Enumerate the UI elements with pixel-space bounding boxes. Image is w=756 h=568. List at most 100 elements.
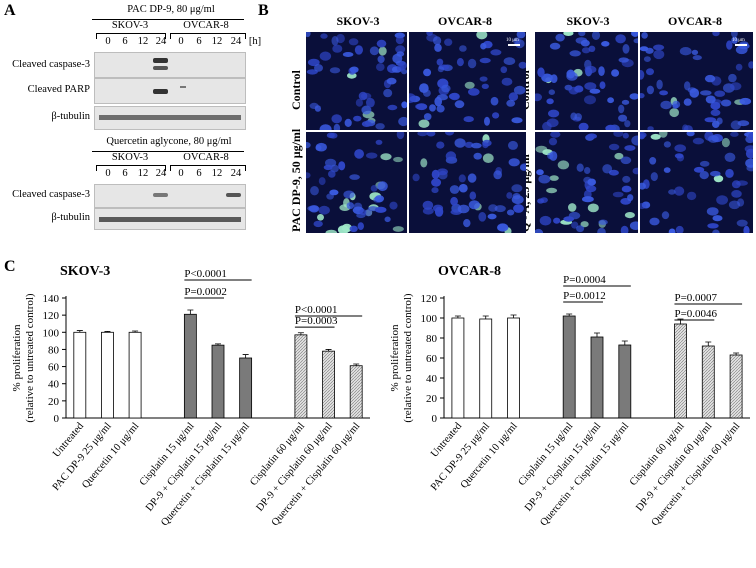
b-left-col2: OVCAR-8 [438, 14, 492, 28]
bright-nucleus [380, 153, 392, 161]
error-bar [454, 315, 461, 318]
blot2-bracket-2 [170, 165, 246, 171]
nucleus [539, 215, 552, 226]
nucleus [668, 228, 676, 233]
nucleus [710, 109, 721, 116]
nucleus [621, 185, 632, 193]
nucleus [436, 58, 444, 66]
y-axis-label: % proliferation [389, 324, 401, 391]
nucleus [422, 207, 434, 215]
nucleus [508, 158, 520, 167]
y-tick-label: 100 [43, 327, 60, 339]
bar [322, 350, 335, 419]
nucleus [663, 141, 671, 148]
nucleus [578, 32, 586, 37]
nucleus [712, 229, 720, 233]
nucleus [383, 88, 393, 98]
chart-title: OVCAR-8 [438, 264, 501, 279]
nucleus [423, 89, 431, 97]
blot2-cell-line-2: OVCAR-8 [183, 152, 229, 163]
nucleus [318, 177, 326, 186]
chart-ovcar8: OVCAR-8 % proliferation (relative to untre… [389, 264, 750, 528]
error-bar [705, 341, 712, 346]
blot1-lane-0-b: 0 [178, 36, 184, 47]
bright-nucleus [325, 229, 338, 233]
nucleus [349, 66, 359, 73]
nucleus [731, 36, 738, 44]
y-tick-label: 120 [421, 293, 438, 305]
nucleus [398, 116, 407, 127]
nucleus [676, 154, 685, 162]
error-bar [510, 314, 517, 318]
nucleus [346, 202, 354, 210]
nucleus [730, 120, 742, 130]
blot1-lane-6-b: 6 [196, 36, 202, 47]
nucleus [745, 148, 753, 159]
nucleus [546, 98, 554, 105]
nucleus [675, 225, 684, 233]
b-left-scale-label: 10 μm [506, 38, 519, 43]
nucleus [376, 39, 387, 48]
bright-nucleus [624, 212, 635, 219]
nucleus [618, 104, 625, 114]
nucleus [646, 68, 654, 76]
nucleus [464, 141, 474, 148]
nucleus [586, 133, 597, 139]
panel-c-label: C [4, 258, 16, 275]
nucleus [366, 97, 375, 108]
y-tick-label: 60 [48, 362, 60, 374]
nucleus [641, 32, 648, 39]
error-bar [594, 332, 600, 337]
nucleus [361, 121, 372, 127]
nucleus [627, 194, 634, 202]
nucleus [377, 181, 388, 192]
nucleus [306, 141, 311, 149]
nucleus [323, 164, 333, 171]
nucleus [728, 73, 737, 83]
nucleus [369, 46, 379, 56]
nucleus [423, 68, 432, 77]
bar [349, 365, 363, 419]
nucleus [578, 122, 589, 130]
nucleus [584, 82, 597, 90]
p-value-label: P<0.0001 [184, 268, 227, 280]
bright-nucleus [393, 156, 403, 163]
blot1-caspase-strip [94, 52, 246, 78]
nucleus [584, 167, 591, 174]
blot2-lane-24-a: 24 [155, 168, 167, 179]
nucleus [471, 142, 482, 149]
nucleus [409, 93, 416, 104]
blot2-lane-0-a: 0 [105, 168, 111, 179]
b-left-row2: PAC DP-9, 50 μg/ml [289, 128, 303, 232]
nucleus [618, 57, 629, 63]
bar [451, 317, 465, 419]
nucleus [608, 169, 619, 176]
bright-nucleus [614, 152, 624, 160]
nucleus [492, 112, 500, 119]
blot2-caspase-strip [94, 184, 246, 208]
y-tick-label: 40 [48, 379, 60, 391]
nucleus [602, 164, 613, 174]
nucleus [315, 144, 322, 151]
nucleus [415, 103, 427, 110]
bright-nucleus [669, 108, 679, 118]
nucleus [342, 52, 354, 57]
y-axis-label-sub: (relative to untreated control) [402, 293, 414, 423]
nucleus [598, 219, 608, 225]
error-bar [104, 331, 111, 333]
micrograph-skov3-control-2 [535, 32, 638, 130]
nucleus [463, 219, 471, 228]
nucleus [412, 173, 420, 182]
nucleus [313, 220, 323, 228]
nucleus [467, 58, 477, 69]
nucleus [647, 126, 654, 130]
nucleus [366, 152, 378, 159]
nucleus [320, 33, 328, 39]
blot2-row-tubulin: β-tubulin [51, 212, 90, 223]
nucleus [354, 149, 364, 159]
nucleus [355, 98, 363, 107]
bright-nucleus [580, 221, 589, 228]
bar [618, 344, 632, 419]
nucleus [490, 49, 502, 56]
bright-nucleus [392, 226, 404, 232]
